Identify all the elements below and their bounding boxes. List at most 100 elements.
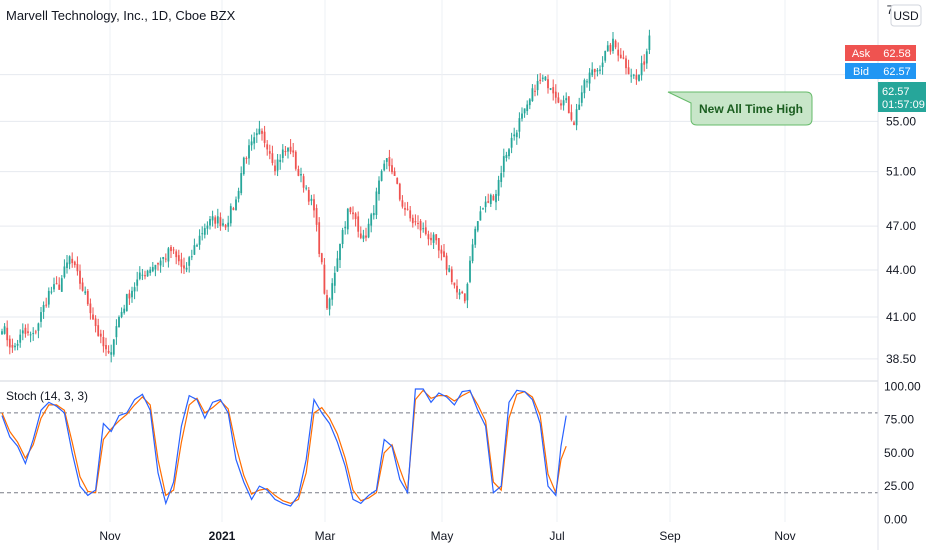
candle-body bbox=[86, 290, 89, 305]
candle-body bbox=[599, 69, 601, 71]
candle-body bbox=[544, 76, 547, 81]
candle-body bbox=[8, 338, 11, 348]
candle-body bbox=[458, 292, 461, 295]
candle-body bbox=[79, 270, 81, 284]
candle-body bbox=[284, 151, 287, 153]
candle-body bbox=[185, 267, 188, 270]
candle-body bbox=[81, 282, 84, 291]
candle-body bbox=[370, 214, 373, 226]
candle-body bbox=[1, 331, 3, 335]
candle-body bbox=[112, 339, 115, 355]
candle-body bbox=[562, 100, 565, 106]
candle-body bbox=[32, 333, 35, 335]
stoch-tick-label: 25.00 bbox=[884, 479, 914, 493]
candle-body bbox=[11, 344, 14, 348]
candle-body bbox=[362, 235, 365, 239]
ask-label: Ask bbox=[852, 48, 871, 60]
candle-body bbox=[245, 157, 248, 159]
candle-body bbox=[448, 268, 451, 272]
candle-body bbox=[102, 337, 105, 347]
candle-body bbox=[346, 208, 349, 230]
candle-body bbox=[560, 103, 562, 106]
candle-body bbox=[541, 77, 544, 79]
candle-body bbox=[159, 260, 162, 266]
candle-body bbox=[375, 191, 378, 216]
candle-body bbox=[565, 98, 568, 101]
candle-body bbox=[193, 245, 196, 255]
candle-body bbox=[487, 201, 490, 203]
candle-body bbox=[391, 165, 393, 173]
candle-body bbox=[357, 216, 360, 232]
candle-body bbox=[526, 104, 529, 112]
candle-body bbox=[323, 264, 326, 294]
candle-body bbox=[567, 96, 570, 114]
candle-body bbox=[401, 200, 404, 207]
candle-body bbox=[216, 216, 219, 224]
candle-body bbox=[53, 284, 55, 290]
candle-body bbox=[222, 223, 224, 226]
candle-body bbox=[497, 179, 500, 196]
candle-body bbox=[29, 334, 32, 336]
candle-body bbox=[157, 262, 159, 265]
price-tick-label: 41.00 bbox=[886, 310, 916, 324]
stoch-axis[interactable]: 0.00 25.00 50.00 75.00 100.00 bbox=[884, 379, 921, 526]
candle-body bbox=[648, 35, 651, 50]
last-price-tag: 62.57 01:57:09 bbox=[878, 82, 926, 112]
candle-body bbox=[437, 238, 440, 251]
candle-body bbox=[19, 334, 22, 343]
ath-callout[interactable]: New All Time High bbox=[667, 91, 813, 126]
candle-body bbox=[292, 150, 295, 153]
candle-body bbox=[6, 327, 9, 341]
candle-body bbox=[349, 207, 352, 212]
candle-body bbox=[92, 314, 94, 320]
candle-body bbox=[489, 194, 492, 205]
candlestick-series bbox=[1, 29, 651, 363]
candle-body bbox=[250, 141, 253, 146]
candle-body bbox=[596, 70, 599, 72]
candle-body bbox=[131, 290, 133, 298]
price-tick-label: 44.00 bbox=[886, 263, 916, 277]
candle-body bbox=[164, 258, 167, 260]
candle-body bbox=[203, 228, 206, 235]
candle-body bbox=[235, 199, 237, 211]
candle-body bbox=[508, 149, 510, 157]
time-tick-label: 2021 bbox=[209, 529, 236, 543]
time-axis[interactable]: Nov 2021 Mar May Jul Sep Nov bbox=[99, 529, 795, 543]
candle-body bbox=[554, 91, 557, 98]
time-tick-label: Mar bbox=[315, 529, 336, 543]
candle-body bbox=[521, 113, 523, 119]
candle-body bbox=[42, 304, 45, 312]
candle-body bbox=[549, 88, 552, 90]
candle-body bbox=[552, 87, 555, 94]
candle-body bbox=[302, 176, 305, 188]
bid-tag: Bid 62.57 bbox=[845, 63, 916, 79]
candle-body bbox=[89, 303, 92, 314]
chart-title[interactable]: Marvell Technology, Inc., 1D, Cboe BZX bbox=[6, 8, 236, 23]
time-tick-label: Sep bbox=[659, 529, 681, 543]
candle-body bbox=[326, 295, 328, 309]
candle-body bbox=[372, 213, 375, 216]
candle-body bbox=[570, 112, 573, 120]
candle-body bbox=[492, 195, 495, 201]
candle-body bbox=[237, 190, 240, 199]
stoch-title[interactable]: Stoch (14, 3, 3) bbox=[6, 389, 88, 403]
candle-body bbox=[604, 50, 607, 61]
candle-body bbox=[479, 211, 482, 221]
candle-body bbox=[188, 257, 191, 266]
candle-body bbox=[518, 118, 521, 132]
candle-body bbox=[573, 122, 575, 125]
currency-button[interactable]: USD bbox=[890, 4, 922, 27]
candle-body bbox=[638, 74, 640, 81]
candle-body bbox=[456, 285, 458, 293]
candle-body bbox=[385, 158, 388, 162]
candle-body bbox=[66, 262, 68, 268]
candle-body bbox=[21, 330, 24, 334]
price-tick-label: 55.00 bbox=[886, 114, 916, 128]
candle-body bbox=[471, 244, 474, 262]
candle-body bbox=[354, 213, 357, 220]
candle-body bbox=[380, 171, 383, 181]
candle-body bbox=[115, 326, 118, 338]
candle-body bbox=[612, 38, 614, 51]
